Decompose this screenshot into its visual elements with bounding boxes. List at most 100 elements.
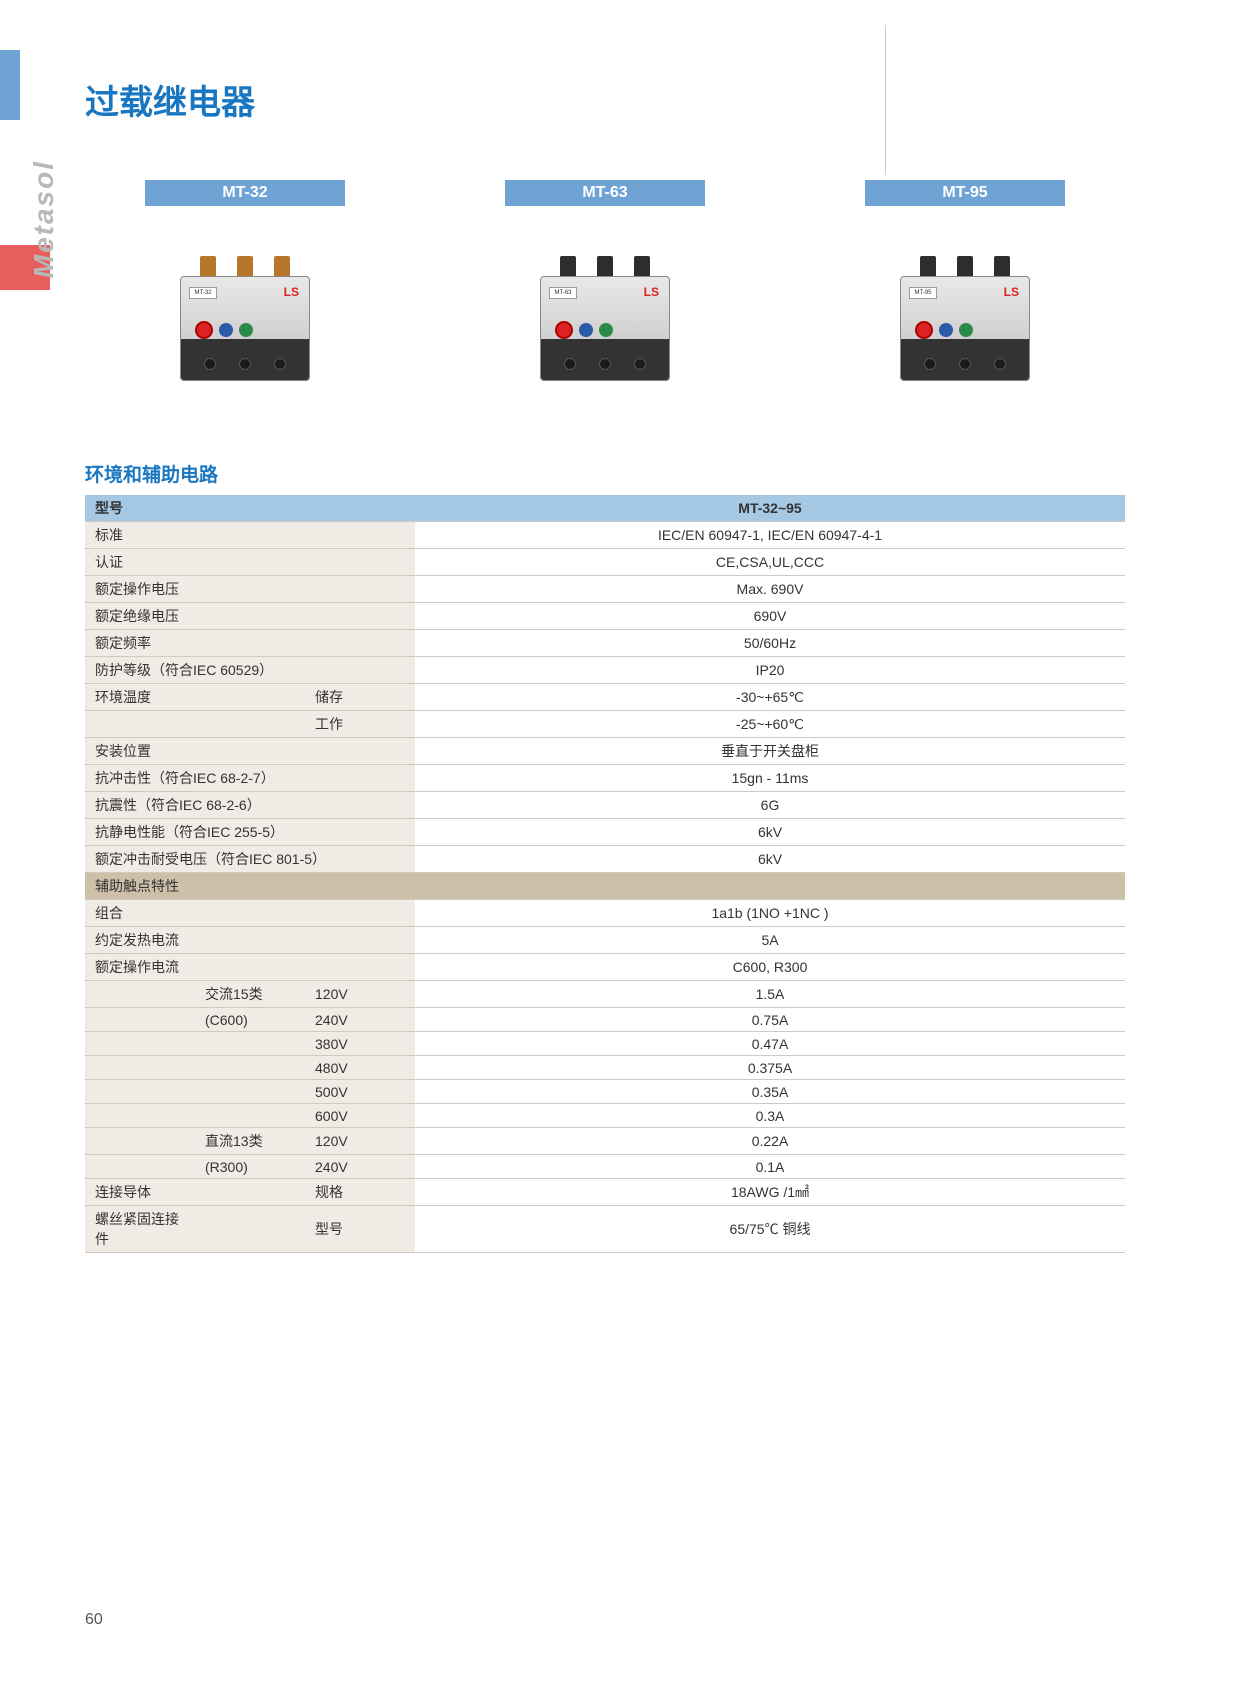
row-sublabel2: 240V	[305, 1008, 415, 1032]
table-row: 标准 IEC/EN 60947-1, IEC/EN 60947-4-1	[85, 522, 1125, 549]
row-sublabel2	[305, 522, 415, 549]
row-sublabel2: 380V	[305, 1032, 415, 1056]
row-label	[85, 711, 195, 738]
row-sublabel2	[305, 900, 415, 927]
table-row: 约定发热电流 5A	[85, 927, 1125, 954]
table-row: 额定操作电流C600, R300	[85, 954, 1125, 981]
row-sublabel: 交流15类	[195, 981, 305, 1008]
table-row: 辅助触点特性	[85, 873, 1125, 900]
row-value: Max. 690V	[415, 576, 1125, 603]
row-label: 额定频率	[85, 630, 195, 657]
row-sublabel	[195, 549, 305, 576]
row-label: 额定操作电流	[85, 954, 195, 981]
row-label: 约定发热电流	[85, 927, 195, 954]
product-column: MT-95 MT-95LS	[805, 180, 1125, 391]
table-row: 380V0.47A	[85, 1032, 1125, 1056]
row-label	[85, 1032, 195, 1056]
row-value: IEC/EN 60947-1, IEC/EN 60947-4-1	[415, 522, 1125, 549]
table-row: 600V0.3A	[85, 1104, 1125, 1128]
table-row: 组合1a1b (1NO +1NC )	[85, 900, 1125, 927]
row-value: 1.5A	[415, 981, 1125, 1008]
row-sublabel2: 储存	[305, 684, 415, 711]
relay-icon: MT-32LS	[180, 256, 310, 391]
row-label: 抗静电性能（符合IEC 255-5）	[85, 819, 415, 846]
row-value: CE,CSA,UL,CCC	[415, 549, 1125, 576]
row-value: 65/75℃ 铜线	[415, 1206, 1125, 1253]
row-sublabel2	[305, 603, 415, 630]
row-label: 环境温度	[85, 684, 195, 711]
row-value: -25~+60℃	[415, 711, 1125, 738]
row-value: 垂直于开关盘柜	[415, 738, 1125, 765]
row-value: 6G	[415, 792, 1125, 819]
row-label: 安装位置	[85, 738, 195, 765]
row-sublabel	[195, 684, 305, 711]
relay-icon: MT-95LS	[900, 256, 1030, 391]
row-label: 连接导体	[85, 1179, 195, 1206]
row-label	[85, 1008, 195, 1032]
row-sublabel2	[305, 549, 415, 576]
table-row: 抗冲击性（符合IEC 68-2-7）15gn - 11ms	[85, 765, 1125, 792]
table-row: 工作-25~+60℃	[85, 711, 1125, 738]
spec-table: 型号MT-32~95标准IEC/EN 60947-1, IEC/EN 60947…	[85, 495, 1125, 1253]
table-row: 交流15类120V1.5A	[85, 981, 1125, 1008]
table-row: 认证 CE,CSA,UL,CCC	[85, 549, 1125, 576]
table-row: 安装位置 垂直于开关盘柜	[85, 738, 1125, 765]
row-label	[85, 1128, 195, 1155]
row-sublabel	[195, 1206, 305, 1253]
row-label	[85, 1056, 195, 1080]
row-sublabel: (R300)	[195, 1155, 305, 1179]
row-label: 防护等级（符合IEC 60529）	[85, 657, 415, 684]
row-sublabel2	[305, 738, 415, 765]
table-row: 480V0.375A	[85, 1056, 1125, 1080]
decorative-rule	[885, 25, 886, 175]
table-row: 500V0.35A	[85, 1080, 1125, 1104]
product-label: MT-32	[145, 180, 345, 206]
row-value: 690V	[415, 603, 1125, 630]
row-value: 0.3A	[415, 1104, 1125, 1128]
row-label: 额定冲击耐受电压（符合IEC 801-5）	[85, 846, 415, 873]
row-value: 0.35A	[415, 1080, 1125, 1104]
table-row: 直流13类120V0.22A	[85, 1128, 1125, 1155]
table-header-value: MT-32~95	[415, 495, 1125, 522]
row-sublabel2: 480V	[305, 1056, 415, 1080]
row-label: 组合	[85, 900, 195, 927]
row-sublabel	[195, 900, 305, 927]
product-column: MT-32 MT-32LS	[85, 180, 405, 391]
row-value: 5A	[415, 927, 1125, 954]
section-label: 辅助触点特性	[85, 873, 1125, 900]
table-header-label: 型号	[85, 495, 415, 522]
row-value: 15gn - 11ms	[415, 765, 1125, 792]
row-sublabel2	[305, 630, 415, 657]
row-label: 额定操作电压	[85, 576, 195, 603]
table-row: (R300)240V0.1A	[85, 1155, 1125, 1179]
row-value: 6kV	[415, 846, 1125, 873]
row-label: 额定绝缘电压	[85, 603, 195, 630]
side-tab-blue	[0, 50, 20, 120]
row-sublabel2	[305, 576, 415, 603]
row-label	[85, 1155, 195, 1179]
row-sublabel	[195, 738, 305, 765]
row-value: 50/60Hz	[415, 630, 1125, 657]
section-title: 环境和辅助电路	[85, 460, 218, 487]
row-label: 认证	[85, 549, 195, 576]
row-label: 标准	[85, 522, 195, 549]
row-value: 0.75A	[415, 1008, 1125, 1032]
row-label	[85, 1080, 195, 1104]
row-sublabel	[195, 576, 305, 603]
product-label: MT-95	[865, 180, 1065, 206]
row-label	[85, 1104, 195, 1128]
row-sublabel	[195, 954, 305, 981]
page-number: 60	[85, 1611, 103, 1629]
table-row: 抗静电性能（符合IEC 255-5）6kV	[85, 819, 1125, 846]
row-sublabel2: 240V	[305, 1155, 415, 1179]
row-value: 0.47A	[415, 1032, 1125, 1056]
row-value: 6kV	[415, 819, 1125, 846]
row-label: 抗震性（符合IEC 68-2-6）	[85, 792, 415, 819]
row-sublabel	[195, 522, 305, 549]
table-row: 抗震性（符合IEC 68-2-6）6G	[85, 792, 1125, 819]
row-value: 18AWG /1㎟	[415, 1179, 1125, 1206]
row-sublabel	[195, 603, 305, 630]
product-row: MT-32MT-32LSMT-63MT-63LSMT-95MT-95LS	[85, 180, 1125, 391]
row-sublabel2: 型号	[305, 1206, 415, 1253]
row-sublabel	[195, 1179, 305, 1206]
